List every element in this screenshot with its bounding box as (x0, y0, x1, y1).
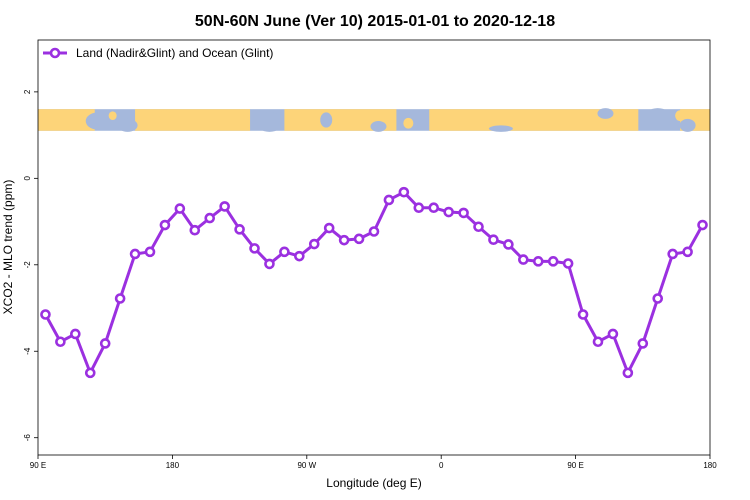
data-point (189, 224, 201, 236)
data-point (323, 222, 335, 234)
map-land (38, 109, 95, 131)
y-tick-label: 2 (23, 89, 32, 94)
data-point (503, 239, 514, 250)
data-point (55, 336, 66, 348)
plot-frame (37, 39, 711, 456)
data-point (159, 219, 171, 231)
series-layer (40, 186, 708, 379)
x-tick-label: 180 (166, 461, 180, 470)
data-point (637, 338, 649, 349)
legend-label: Land (Nadir&Glint) and Ocean (Glint) (76, 46, 273, 60)
data-point (84, 367, 96, 379)
map-water (370, 121, 387, 132)
data-point (279, 246, 290, 258)
x-tick-label: 90 E (30, 461, 46, 470)
data-point (652, 293, 664, 304)
data-point (592, 336, 604, 348)
data-point (114, 293, 126, 304)
x-axis: 90 E 180 90 W 0 90 E 180 (30, 455, 717, 470)
data-point (413, 202, 425, 214)
data-point (294, 250, 305, 262)
y-axis: 2 0 -2 -4 -6 (23, 89, 38, 441)
map-water (643, 108, 672, 130)
data-point (40, 309, 51, 320)
data-point (264, 258, 275, 270)
data-point (622, 367, 634, 379)
chart-title: 50N-60N June (Ver 10) 2015-01-01 to 2020… (195, 13, 555, 30)
map-strip (38, 108, 710, 132)
data-point (234, 224, 245, 235)
map-water (679, 118, 696, 132)
map-island (403, 117, 414, 129)
data-point (99, 338, 111, 349)
data-point (144, 246, 156, 258)
map-island (108, 111, 117, 120)
data-point (458, 207, 469, 219)
map-water (320, 112, 333, 128)
data-point (338, 234, 350, 246)
data-point (667, 248, 678, 260)
legend: Land (Nadir&Glint) and Ocean (Glint) (43, 46, 273, 60)
map-land (429, 109, 639, 131)
data-point (204, 212, 216, 224)
data-point (219, 201, 230, 212)
map-island (158, 110, 171, 122)
data-point (249, 243, 260, 254)
x-tick-label: 90 E (567, 461, 583, 470)
data-point (368, 226, 380, 237)
map-island (675, 110, 686, 122)
data-point (562, 258, 574, 269)
data-point (577, 309, 589, 320)
map-land (284, 109, 397, 131)
data-point (547, 256, 559, 267)
data-point (129, 248, 141, 260)
data-point (383, 194, 395, 206)
x-tick-label: 180 (703, 461, 717, 470)
data-point (682, 246, 693, 258)
data-point (398, 186, 410, 198)
data-point (607, 328, 619, 340)
data-point (697, 219, 708, 231)
map-water (488, 125, 513, 132)
y-tick-label: 0 (23, 176, 32, 181)
x-tick-label: 90 W (297, 461, 316, 470)
map-water (85, 112, 110, 130)
data-point (532, 256, 544, 267)
legend-marker (49, 47, 61, 59)
map-water (117, 118, 138, 132)
data-point (488, 234, 499, 246)
data-point (353, 233, 365, 245)
x-axis-label: Longitude (deg E) (326, 476, 421, 490)
map-land (135, 109, 251, 131)
data-point (518, 254, 529, 265)
y-tick-label: -6 (23, 434, 32, 442)
data-point (428, 202, 440, 214)
data-point (174, 203, 186, 214)
map-water (597, 108, 614, 119)
series-line (44, 190, 704, 375)
x-tick-label: 0 (439, 461, 444, 470)
data-point (308, 238, 320, 250)
data-point (443, 206, 454, 218)
y-tick-label: -2 (23, 261, 32, 269)
y-axis-label: XCO2 - MLO trend (ppm) (1, 180, 15, 315)
map-water (255, 112, 284, 132)
data-point (70, 328, 81, 340)
data-point (473, 221, 484, 233)
y-tick-label: -4 (23, 347, 32, 355)
